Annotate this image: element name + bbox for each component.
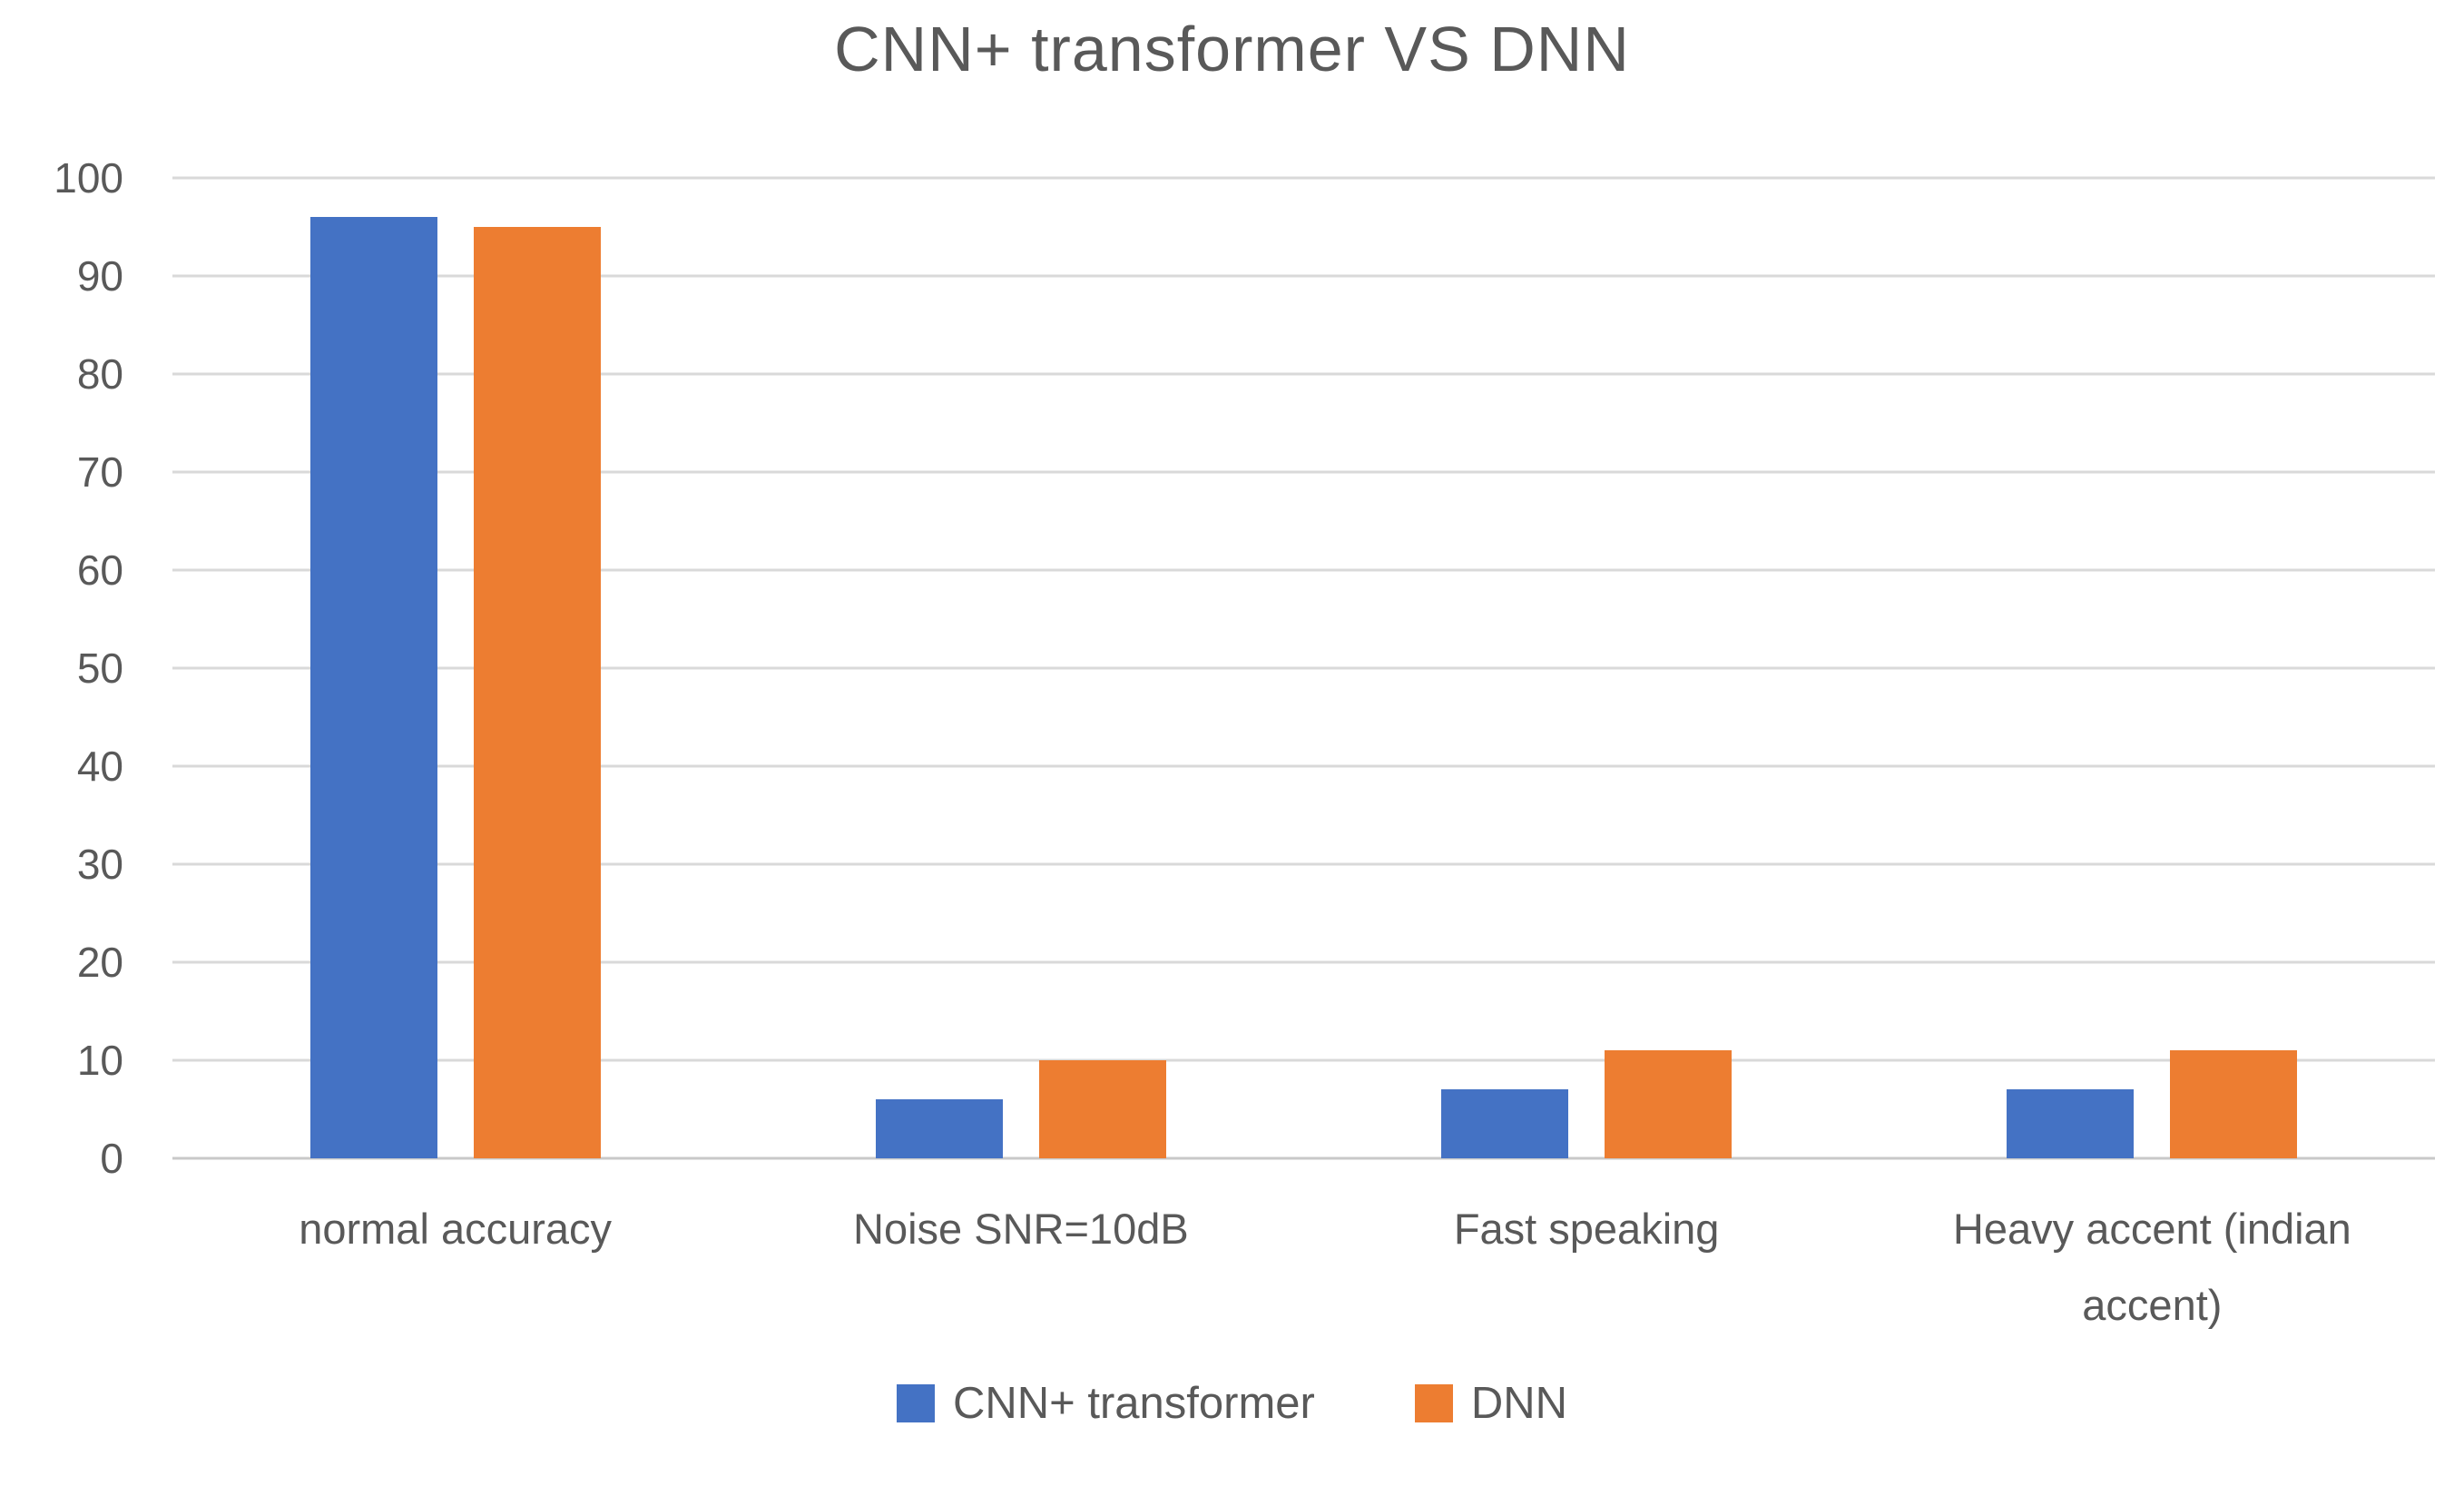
legend-swatch-icon [1414,1384,1453,1422]
bar [473,227,601,1158]
legend: CNN+ transformer DNN [0,1378,2464,1429]
plot-area [172,176,2435,1160]
y-axis-tick-label: 0 [100,1135,123,1182]
bar [1441,1089,1569,1158]
bar [2007,1089,2135,1158]
bar [875,1099,1003,1158]
bar [2170,1050,2298,1158]
chart-title: CNN+ transformer VS DNN [834,14,1630,84]
gridline [172,666,2435,670]
y-axis-tick-label: 70 [76,448,123,496]
gridline [172,568,2435,572]
x-axis-category-label-text: Noise SNR=10dB [853,1205,1189,1253]
gridline [172,960,2435,964]
x-axis-category-label: Heavy accent (indian accent) [1870,1191,2435,1343]
gridline [172,274,2435,278]
y-axis-tick-label: 20 [76,939,123,986]
y-axis-tick-label: 40 [76,743,123,790]
x-axis-category-label-text: Heavy accent (indian accent) [1952,1205,2351,1329]
legend-label: CNN+ transformer [952,1379,1315,1428]
gridline [172,372,2435,376]
bar [309,217,437,1158]
gridline [172,470,2435,474]
y-axis-tick-label: 90 [76,252,123,300]
y-axis-tick-label: 50 [76,645,123,692]
gridline [172,1058,2435,1062]
legend-item: CNN+ transformer [896,1378,1315,1429]
gridline [172,1156,2435,1160]
x-axis-category-label-text: normal accuracy [299,1205,613,1253]
y-axis: 0 10 20 30 40 50 60 70 80 90 100 [0,154,145,1182]
x-axis-category-label: normal accuracy [172,1191,738,1343]
legend-label: DNN [1470,1379,1568,1428]
x-axis-category-label: Fast speaking [1304,1191,1870,1343]
bar-group [1870,178,2435,1158]
y-axis-tick-label: 80 [76,350,123,398]
bar-group [738,178,1303,1158]
bar [1038,1060,1166,1158]
gridline [172,764,2435,768]
bar-group [1304,178,1870,1158]
bars-container [172,178,2435,1158]
legend-item: DNN [1414,1378,1568,1429]
y-axis-tick-label: 30 [76,841,123,888]
gridline [172,862,2435,866]
gridline [172,176,2435,180]
legend-swatch-icon [896,1384,935,1422]
bar-group [172,178,738,1158]
x-axis-category-label: Noise SNR=10dB [738,1191,1303,1343]
x-axis-category-label-text: Fast speaking [1453,1205,1720,1253]
bar [1605,1050,1733,1158]
y-axis-tick-label: 60 [76,546,123,594]
x-axis: normal accuracy Noise SNR=10dB Fast speaki… [172,1191,2435,1343]
y-axis-tick-label: 10 [76,1037,123,1084]
y-axis-tick-label: 100 [54,154,123,202]
